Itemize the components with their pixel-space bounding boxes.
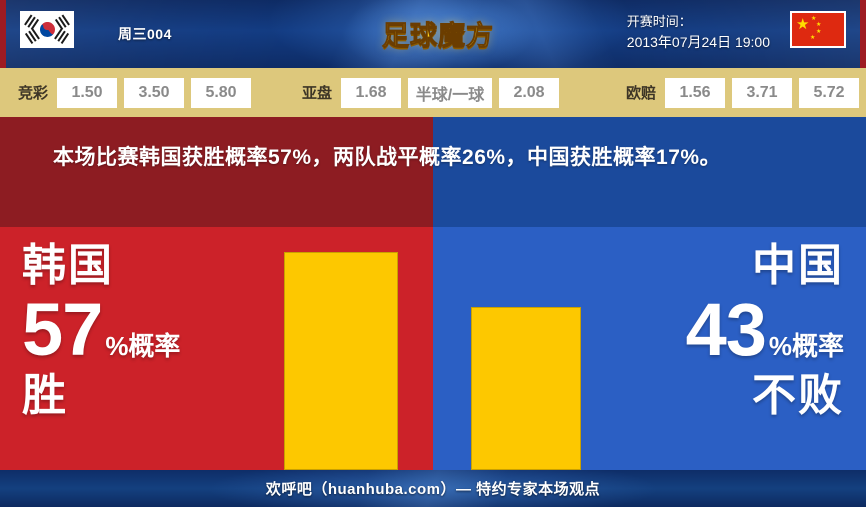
kickoff-label: 开赛时间：	[626, 14, 692, 29]
star-icon: ★	[796, 16, 810, 33]
odds-bar: 竞彩 1.50 3.50 5.80 亚盘 1.68 半球/一球 2.08 欧赔 …	[0, 68, 866, 117]
odds-group-label: 亚盘	[302, 85, 333, 102]
summary-text: 本场比赛韩国获胜概率57%，两队战平概率26%，中国获胜概率17%。	[53, 146, 722, 169]
right-team-percent-row: 43 %概率	[685, 288, 844, 371]
summary-left-half	[0, 117, 433, 227]
odds-handicap-cell[interactable]: 半球/一球	[408, 77, 493, 108]
left-team-name: 韩国	[22, 241, 114, 290]
probability-chart: 韩国 57 %概率 胜 中国 43 %概率 不败	[0, 227, 866, 470]
left-team-percent: 57	[22, 288, 103, 371]
star-icon: ★	[816, 22, 822, 28]
logo-text: 足球魔方	[382, 20, 494, 51]
south-korea-flag-icon	[20, 11, 74, 48]
site-logo[interactable]: 足球魔方	[338, 0, 538, 68]
odds-group-label: 竞彩	[18, 85, 49, 102]
right-team-percent: 43	[685, 288, 767, 371]
odds-group-label: 欧赔	[626, 85, 657, 102]
left-team-result: 胜	[22, 371, 68, 420]
left-team-percent-row: 57 %概率	[22, 288, 181, 371]
left-team-block: 韩国 57 %概率 胜	[22, 241, 180, 421]
logo-glow	[338, 0, 538, 68]
odds-value-cell[interactable]: 5.72	[799, 77, 860, 108]
footer-credit-text: 欢呼吧（huanhuba.com）— 特约专家本场观点	[265, 481, 601, 498]
right-team-percent-suffix: %概率	[768, 331, 844, 361]
odds-value-cell[interactable]: 5.80	[191, 77, 252, 108]
odds-group-oupei: 欧赔 1.56 3.71 5.72	[626, 77, 866, 108]
odds-group-jingcai: 竞彩 1.50 3.50 5.80	[18, 77, 258, 108]
header-right-accent	[860, 0, 866, 68]
bar-left-team	[284, 252, 398, 470]
odds-group-yapan: 亚盘 1.68 半球/一球 2.08	[302, 77, 566, 108]
bar-right-team	[471, 307, 581, 470]
header-bar: 周三004 足球魔方 开赛时间： 2013年07月24日 19:00 ★ ★ ★…	[0, 0, 866, 68]
odds-value-cell[interactable]: 1.50	[57, 77, 118, 108]
right-team-name: 中国	[752, 241, 844, 290]
odds-value-cell[interactable]: 1.56	[665, 77, 726, 108]
footer-sheen	[0, 470, 866, 507]
taegeuk-icon	[39, 22, 55, 37]
odds-value-cell[interactable]: 2.08	[499, 77, 560, 108]
kickoff-time-block: 开赛时间： 2013年07月24日 19:00	[627, 12, 770, 52]
odds-value-cell[interactable]: 3.71	[732, 77, 793, 108]
odds-value-cell[interactable]: 3.50	[124, 77, 185, 108]
china-flag-icon: ★ ★ ★ ★ ★	[790, 11, 846, 48]
kickoff-value: 2013年07月24日 19:00	[626, 34, 770, 50]
right-team-result: 不败	[752, 371, 844, 420]
star-icon: ★	[810, 35, 816, 41]
star-icon: ★	[816, 29, 822, 35]
star-icon: ★	[811, 16, 817, 22]
odds-value-cell[interactable]: 1.68	[341, 77, 402, 108]
header-left-accent	[0, 0, 6, 68]
summary-right-half	[433, 117, 866, 227]
match-number-label: 周三004	[118, 26, 172, 42]
right-team-block: 中国 43 %概率 不败	[686, 241, 844, 421]
left-team-percent-suffix: %概率	[105, 331, 181, 361]
summary-banner: 本场比赛韩国获胜概率57%，两队战平概率26%，中国获胜概率17%。	[0, 117, 866, 227]
footer-bar: 欢呼吧（huanhuba.com）— 特约专家本场观点	[0, 470, 866, 507]
